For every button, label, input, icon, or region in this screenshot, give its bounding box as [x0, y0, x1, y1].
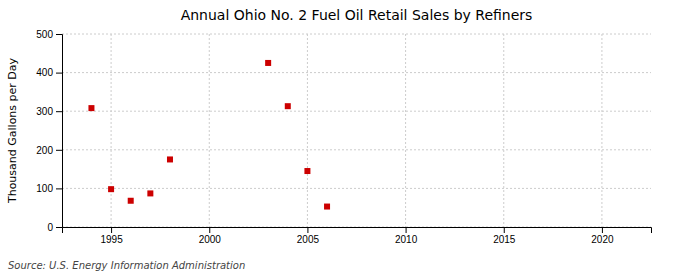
points	[88, 60, 330, 210]
square-point	[147, 190, 153, 196]
tick-label: 200	[36, 145, 53, 156]
tick-label: 100	[36, 183, 53, 194]
grid-line	[62, 149, 651, 150]
tick: 2000	[199, 227, 222, 245]
tick: 300	[36, 106, 62, 117]
tick-mark	[406, 227, 407, 233]
tick-label: 300	[36, 106, 53, 117]
tick-mark	[602, 227, 603, 233]
grid-line	[307, 34, 308, 227]
y-axis: 0 100 200 300 400 500	[36, 29, 62, 233]
tick-mark	[56, 150, 62, 151]
tick: 2010	[395, 227, 418, 245]
square-point	[88, 105, 94, 111]
tick: 0	[47, 222, 62, 233]
tick-label: 500	[36, 29, 53, 40]
y-label: Thousand Gallons per Day	[6, 57, 19, 204]
tick: 500	[36, 29, 62, 40]
grid-line	[62, 188, 651, 189]
square-point	[108, 186, 114, 192]
tick-label: 2010	[395, 234, 418, 245]
tick-label: 0	[47, 222, 53, 233]
tick-label: 2000	[199, 234, 222, 245]
tick: 2020	[591, 227, 614, 245]
tick-mark	[56, 111, 62, 112]
title: Annual Ohio No. 2 Fuel Oil Retail Sales …	[181, 7, 533, 23]
tick: 2005	[297, 227, 320, 245]
axis-line	[56, 35, 63, 228]
axis-line	[63, 228, 652, 234]
grid	[62, 34, 651, 227]
tick-label: 1995	[100, 234, 123, 245]
grid-line	[503, 34, 504, 227]
tick-mark	[504, 227, 505, 233]
x-axis: 1995 2000 2005 2010 2015 2020	[63, 227, 652, 245]
grid-line	[62, 34, 651, 35]
grid-line	[601, 34, 602, 227]
plot: 1995 2000 2005 2010 2015 2020 0 100 200 300 400 500	[36, 29, 651, 245]
tick: 2015	[493, 227, 516, 245]
square-point	[167, 156, 173, 162]
tick-mark	[307, 227, 308, 233]
grid-line	[62, 72, 651, 73]
grid-line	[209, 34, 210, 227]
chart: 1995 2000 2005 2010 2015 2020 0 100 200 300 400 500…	[0, 0, 675, 275]
tick-label: 400	[36, 67, 53, 78]
tick: 1995	[100, 227, 123, 245]
tick-mark	[56, 227, 62, 228]
tick-label: 2020	[591, 234, 614, 245]
tick-label: 2015	[493, 234, 516, 245]
square-point	[304, 168, 310, 174]
tick: 200	[36, 145, 62, 156]
square-point	[128, 198, 134, 204]
tick-mark	[209, 227, 210, 233]
grid-line	[405, 34, 406, 227]
source-note: Source: U.S. Energy Information Administ…	[8, 260, 245, 271]
square-point	[285, 103, 291, 109]
tick-mark	[56, 73, 62, 74]
tick-mark	[56, 34, 62, 35]
square-point	[324, 204, 330, 210]
square-point	[265, 60, 271, 66]
tick-mark	[111, 227, 112, 233]
tick: 400	[36, 67, 62, 78]
tick: 100	[36, 183, 62, 194]
grid-line	[111, 34, 112, 227]
tick-label: 2005	[297, 234, 320, 245]
grid-line	[62, 111, 651, 112]
tick-mark	[56, 188, 62, 189]
